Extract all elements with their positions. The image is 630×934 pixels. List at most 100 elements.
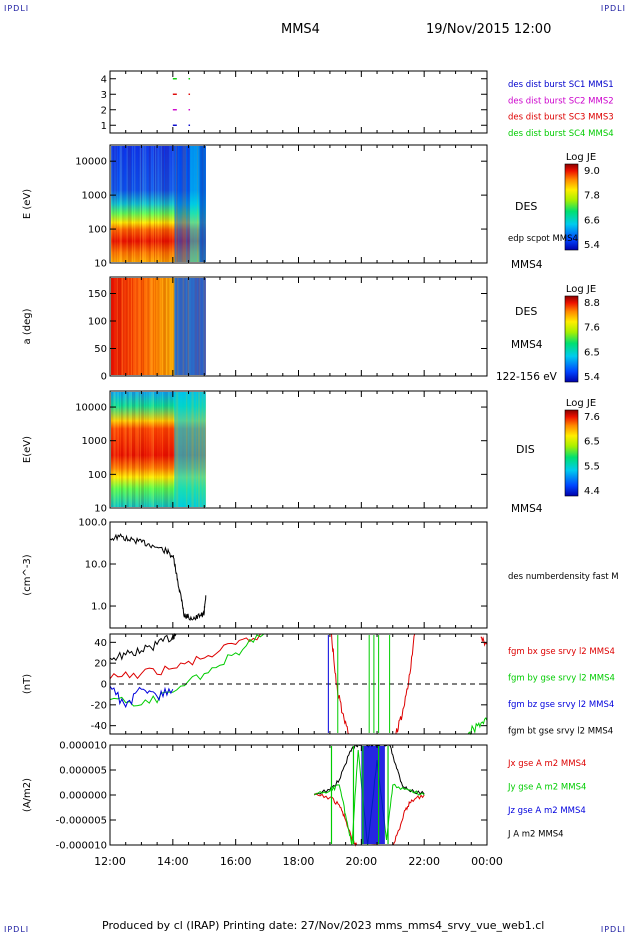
panel-frame-current-density <box>109 744 488 846</box>
y-tick-label: 1 <box>101 121 107 132</box>
right-annotation: 122-156 eV <box>496 371 558 383</box>
y-tick-label: -0.000010 <box>56 841 107 852</box>
x-tick-label: 22:00 <box>408 855 440 868</box>
series-line <box>109 685 174 709</box>
panel-frame-burst-availability <box>109 70 488 134</box>
colorbar <box>564 409 579 497</box>
y-tick-label: 0.000010 <box>59 741 107 752</box>
colorbar-tick-label: 7.6 <box>584 412 600 423</box>
series-line <box>109 633 264 680</box>
current-sheet-band <box>361 746 385 844</box>
y-tick-label: 40 <box>94 638 107 649</box>
colorbar-tick-label: 7.6 <box>584 323 600 334</box>
corner-label-bottom-right: IPDLI <box>600 925 626 934</box>
legend-entry: fgm bz gse srvy l2 MMS4 <box>508 700 614 710</box>
series-line <box>395 633 416 735</box>
legend-entry: J A m2 MMS4 <box>507 830 564 840</box>
y-tick-label: 100 <box>88 225 107 236</box>
y-tick-label: 100 <box>88 470 107 481</box>
series-line <box>109 632 177 662</box>
colorbar-tick-label: 5.5 <box>584 461 600 472</box>
spectrogram-boundary <box>174 146 191 262</box>
corner-label-top-left: IPDLI <box>4 4 30 13</box>
colorbar-tick-label: 7.8 <box>584 191 600 202</box>
y-tick-label: 10 <box>94 504 107 515</box>
y-tick-label: 4 <box>101 74 107 85</box>
y-tick-label: 2 <box>101 105 107 116</box>
right-annotation: MMS4 <box>511 259 543 271</box>
colorbar-tick-label: 9.0 <box>584 166 600 177</box>
y-tick-label: 3 <box>101 90 107 101</box>
colorbar-tick-label: 8.8 <box>584 298 600 309</box>
corner-label-top-right: IPDLI <box>600 4 626 13</box>
right-annotation: MMS4 <box>511 339 543 351</box>
spectrogram-boundary <box>174 278 206 375</box>
colorbar-tick-label: 5.4 <box>584 240 600 251</box>
spacecraft-title: MMS4 <box>281 22 320 37</box>
y-tick-label: 100.0 <box>78 518 107 529</box>
footer-text: Produced by cl (IRAP) Printing date: 27/… <box>102 919 545 932</box>
series-line <box>480 636 488 647</box>
x-tick-label: 18:00 <box>283 855 315 868</box>
x-tick-label: 16:00 <box>220 855 252 868</box>
y-tick-label: 10000 <box>75 403 107 414</box>
panel-frame-density <box>109 521 488 629</box>
spectrogram-boundary <box>199 146 206 262</box>
y-axis-label: (A/m2) <box>22 778 33 812</box>
legend-entry: Jy gse A m2 MMS4 <box>507 783 586 793</box>
series-line <box>331 633 350 735</box>
y-tick-label: 50 <box>94 344 107 355</box>
species-label: DES <box>515 305 537 318</box>
colorbar-tick-label: 6.5 <box>584 347 600 358</box>
y-tick-label: 0 <box>101 372 107 383</box>
colorbar-tick-label: 5.4 <box>584 372 600 383</box>
y-tick-label: 20 <box>94 659 107 670</box>
colorbar <box>564 163 579 251</box>
colorbar-tick-label: 4.4 <box>584 486 600 497</box>
legend-entry: des dist burst SC1 MMS1 <box>508 80 614 90</box>
y-tick-label: -20 <box>91 700 107 711</box>
y-tick-label: 10.0 <box>85 560 107 571</box>
legend-entry: des dist burst SC4 MMS4 <box>508 129 614 139</box>
y-tick-label: 150 <box>88 289 107 300</box>
y-tick-label: 10000 <box>75 157 107 168</box>
x-tick-label: 00:00 <box>471 855 503 868</box>
colorbar-tick-label: 6.5 <box>584 437 600 448</box>
y-tick-label: 1000 <box>82 191 107 202</box>
datetime-title: 19/Nov/2015 12:00 <box>426 22 552 37</box>
legend-entry: des dist burst SC2 MMS2 <box>508 96 614 106</box>
legend-entry: Jx gse A m2 MMS4 <box>507 759 586 769</box>
colorbar <box>564 295 579 383</box>
legend-entry: des numberdensity fast M <box>508 572 619 582</box>
y-tick-label: 1.0 <box>91 602 107 613</box>
spectrogram-boundary <box>174 392 206 507</box>
corner-label-bottom-left: IPDLI <box>4 925 30 934</box>
species-label: DES <box>515 200 537 213</box>
legend-entry: des dist burst SC3 MMS3 <box>508 113 614 123</box>
right-annotation: MMS4 <box>511 503 543 515</box>
legend-entry: Jz gse A m2 MMS4 <box>507 806 586 816</box>
series-line <box>466 717 488 736</box>
y-tick-label: 0.000005 <box>59 766 107 777</box>
y-axis-label: (nT) <box>22 674 33 694</box>
series-line <box>109 533 207 621</box>
colorbar-tick-label: 6.6 <box>584 215 600 226</box>
y-axis-label: (cm^-3) <box>22 554 33 595</box>
right-annotation: edp scpot MMS4 <box>508 234 578 244</box>
y-tick-label: 10 <box>94 259 107 270</box>
y-tick-label: 1000 <box>82 436 107 447</box>
x-tick-label: 12:00 <box>94 855 126 868</box>
y-tick-label: -40 <box>91 721 107 732</box>
y-tick-label: -0.000005 <box>56 816 107 827</box>
y-axis-label: E (eV) <box>22 189 33 219</box>
x-tick-label: 14:00 <box>157 855 189 868</box>
legend-entry: fgm bx gse srvy l2 MMS4 <box>508 647 615 657</box>
colorbar-title: Log JE <box>566 398 596 409</box>
legend-entry: fgm bt gse srvy l2 MMS4 <box>508 727 613 737</box>
legend-entry: fgm by gse srvy l2 MMS4 <box>508 674 615 684</box>
y-axis-label: E(eV) <box>22 436 33 463</box>
y-axis-label: a (deg) <box>22 308 33 344</box>
y-tick-label: 100 <box>88 317 107 328</box>
series-line <box>109 633 265 707</box>
